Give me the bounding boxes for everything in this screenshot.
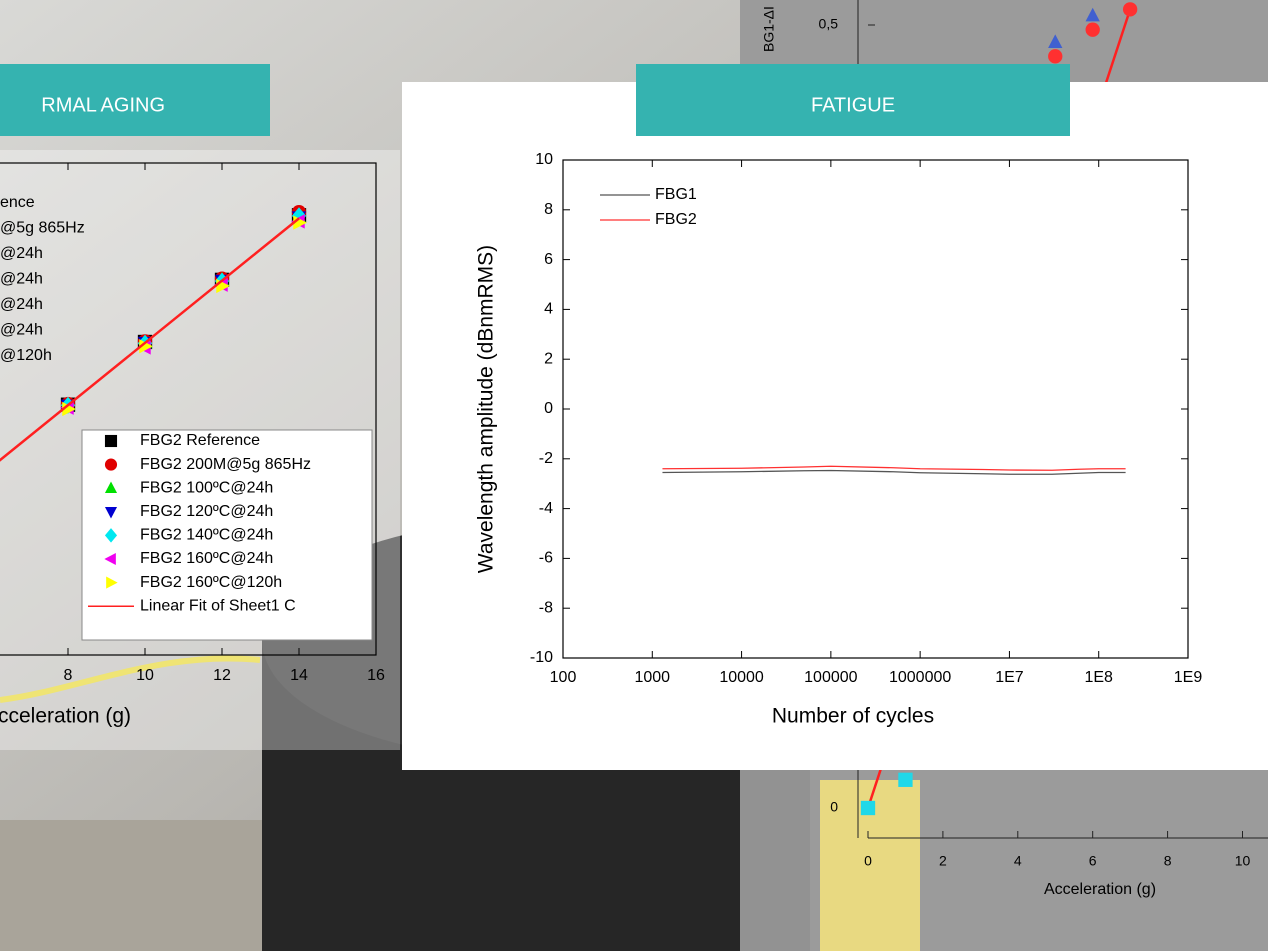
y-tick-label: -6 xyxy=(539,550,553,567)
fatigue-chart: FATIGUE Number of cycles Wavelength amplit… xyxy=(475,94,1203,727)
x-tick-label: 100 xyxy=(550,669,577,686)
y-tick-label: 4 xyxy=(544,301,553,318)
legend-label: FBG2 Reference xyxy=(140,432,260,449)
point xyxy=(860,800,876,816)
x-tick-label: 4 xyxy=(1014,853,1022,869)
y-axis-label: Wavelength amplitude (dBnmRMS) xyxy=(475,245,498,573)
plot-frame xyxy=(0,162,377,656)
x-tick-label: 6 xyxy=(1089,853,1097,869)
x-tick-label: 1000 xyxy=(634,669,670,686)
legend-label: FBG2 140ºC@24h xyxy=(140,527,273,544)
point xyxy=(104,528,118,543)
point xyxy=(139,339,153,354)
x-tick-label: 10 xyxy=(136,667,154,684)
x-axis-label: Acceleration (g) xyxy=(1044,881,1156,898)
legend-label: FBG1 xyxy=(655,186,697,203)
point xyxy=(104,506,118,519)
series-line xyxy=(662,465,1126,471)
x-tick-label: 10000 xyxy=(719,669,764,686)
point xyxy=(291,207,307,225)
y-tick-label: -10 xyxy=(530,649,553,666)
legend-label: FBG2 200M@5g 865Hz xyxy=(140,456,311,473)
point xyxy=(1048,34,1063,48)
chart-title: FATIGUE xyxy=(811,94,895,116)
legend-label: FBG2 160ºC@120h xyxy=(140,574,282,591)
series-line xyxy=(0,217,300,462)
legend-fragment: @24h xyxy=(0,296,43,313)
point xyxy=(104,458,118,471)
legend-fragment: @5g 865Hz xyxy=(0,220,85,237)
fatigue-panel xyxy=(402,82,1268,770)
y-tick-label: -8 xyxy=(539,599,553,616)
y-tick-label: 2 xyxy=(544,350,553,367)
x-tick-label: 8 xyxy=(1164,853,1172,869)
y-tick-label: 6 xyxy=(544,251,553,268)
x-tick-label: 1000000 xyxy=(889,669,951,686)
series-line xyxy=(662,469,1126,475)
x-tick-label: 12 xyxy=(213,667,231,684)
thermal-chart: RMAL AGING cceleration (g) 8 10 12 14 16 FBG2 R… xyxy=(0,94,385,728)
point xyxy=(62,401,76,417)
y-tick-label: 8 xyxy=(544,201,553,218)
chart-title: RMAL AGING xyxy=(41,94,165,116)
legend-fragment: @24h xyxy=(0,322,43,339)
y-tick-label: 0,5 xyxy=(819,16,839,32)
legend-fragment: @24h xyxy=(0,245,43,262)
thermal-header xyxy=(0,64,270,136)
legend-box xyxy=(81,429,373,641)
y-tick-label: 0 xyxy=(830,799,838,815)
x-tick-label: 16 xyxy=(367,667,385,684)
x-tick-label: 1E9 xyxy=(1174,669,1203,686)
x-tick-label: 0 xyxy=(864,853,872,869)
x-tick-label: 1E8 xyxy=(1084,669,1113,686)
x-axis-label: Number of cycles xyxy=(772,705,934,728)
point xyxy=(1085,7,1100,22)
granite-block xyxy=(0,820,280,951)
point xyxy=(106,576,118,589)
yellow-cable xyxy=(0,655,261,703)
legend-fragment: ence xyxy=(0,194,35,211)
y-tick-label: 0 xyxy=(544,400,553,417)
y-tick-label: 10 xyxy=(535,151,553,168)
y-tick-label: -4 xyxy=(539,500,553,517)
point xyxy=(104,481,118,494)
legend-label: Linear Fit of Sheet1 C xyxy=(140,597,296,614)
point xyxy=(1122,2,1138,17)
point xyxy=(1048,49,1063,64)
fatigue-header xyxy=(636,64,1070,136)
legend-label: FBG2 120ºC@24h xyxy=(140,503,273,520)
legend-label: FBG2 160ºC@24h xyxy=(140,550,273,567)
legend-fragment: @120h xyxy=(0,347,52,364)
x-axis-label: cceleration (g) xyxy=(0,705,131,728)
x-tick-label: 14 xyxy=(290,667,308,684)
legend-fragment: @24h xyxy=(0,271,43,288)
x-tick-label: 100000 xyxy=(804,669,857,686)
x-tick-label: 2 xyxy=(939,853,947,869)
point xyxy=(104,552,116,566)
point xyxy=(898,772,913,787)
x-tick-label: 10 xyxy=(1235,853,1251,869)
x-tick-label: 8 xyxy=(64,667,73,684)
y-axis-label: BG1-ΔI xyxy=(761,6,777,52)
x-tick-label: 1E7 xyxy=(995,669,1024,686)
legend-label: FBG2 xyxy=(655,211,697,228)
legend-label: FBG2 100ºC@24h xyxy=(140,479,273,496)
point xyxy=(104,434,118,448)
y-tick-label: -2 xyxy=(539,450,553,467)
point xyxy=(1085,22,1100,37)
